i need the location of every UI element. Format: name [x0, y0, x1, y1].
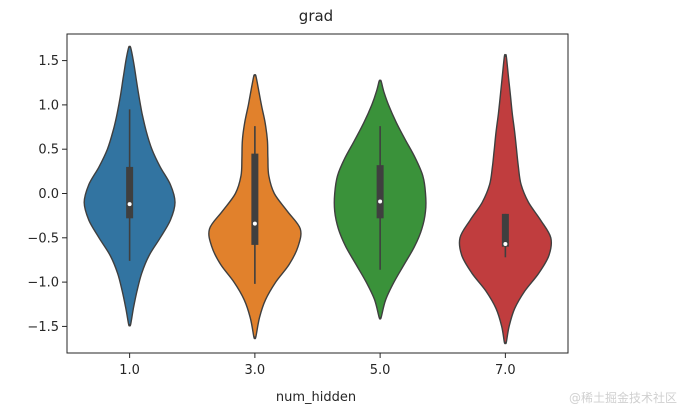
box-1.0	[126, 166, 134, 219]
box-5.0	[376, 165, 384, 219]
x-tick-label: 5.0	[370, 363, 391, 378]
y-tick-label: −1.0	[27, 276, 59, 291]
y-tick-label: 1.0	[38, 98, 59, 113]
violins-group	[83, 45, 553, 345]
y-tick-label: 0.0	[38, 187, 59, 202]
x-axis: 1.0 3.0 5.0 7.0	[119, 353, 516, 378]
y-tick-label: 0.5	[38, 143, 59, 158]
median-5.0	[378, 199, 383, 204]
y-axis: 1.5 1.0 0.5 0.0 −0.5 −1.0 −1.5	[27, 54, 67, 335]
median-3.0	[252, 221, 257, 226]
watermark: @稀土掘金技术社区	[569, 390, 677, 405]
box-3.0	[251, 153, 259, 245]
violin-7.0	[458, 53, 553, 345]
x-tick-label: 1.0	[119, 363, 140, 378]
x-axis-label: num_hidden	[276, 390, 356, 405]
y-tick-label: −1.5	[27, 320, 59, 335]
chart-title: grad	[299, 7, 333, 25]
x-tick-label: 3.0	[245, 363, 266, 378]
median-7.0	[503, 242, 508, 247]
median-1.0	[127, 202, 132, 207]
y-tick-label: −0.5	[27, 231, 59, 246]
box-7.0	[501, 213, 509, 247]
y-tick-label: 1.5	[38, 54, 59, 69]
x-tick-label: 7.0	[495, 363, 516, 378]
